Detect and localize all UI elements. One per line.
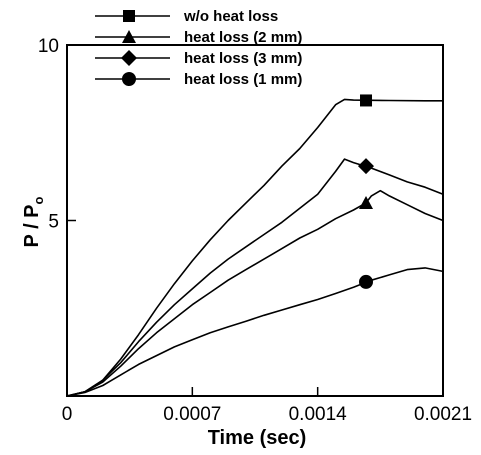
legend-marker: [123, 10, 135, 22]
series-line-1: [66, 98, 443, 397]
plot-area: [66, 44, 444, 397]
series-markers: [358, 94, 375, 289]
series-marker-1: [360, 94, 373, 107]
x-tick-label: 0.0021: [414, 404, 472, 425]
series-lines: [66, 98, 444, 397]
series-marker-4: [359, 274, 374, 289]
y-tick-label: 10: [38, 36, 59, 57]
plot-border: [66, 44, 444, 397]
x-axis-label: Time (sec): [208, 427, 307, 449]
legend-marker: [122, 30, 136, 43]
y-axis-label-sub: o: [31, 196, 46, 204]
legend-label: heat loss (1 mm): [184, 71, 302, 88]
x-tick-label: 0.0014: [289, 404, 348, 425]
legend-label: heat loss (2 mm): [184, 29, 302, 46]
legend-label: w/o heat loss: [183, 8, 278, 25]
x-tick-label: 0.0007: [163, 404, 221, 425]
series-line-4: [66, 267, 444, 397]
legend-marker: [122, 72, 136, 86]
y-tick-label: 5: [48, 212, 59, 233]
legend: w/o heat loss heat loss (2 mm) heat loss (…: [95, 8, 302, 88]
legend-marker: [121, 50, 137, 66]
series-line-2: [66, 189, 444, 397]
y-axis-label: P / Po: [21, 196, 46, 247]
series-marker-3: [358, 158, 375, 175]
series-marker-2: [359, 195, 374, 209]
x-tick-label: 0: [62, 404, 73, 425]
legend-label: heat loss (3 mm): [184, 50, 302, 67]
axis-ticks: 0 0.0007 0.0014 0.0021 5 10: [38, 36, 472, 425]
y-axis-label-main: P / P: [21, 204, 43, 247]
